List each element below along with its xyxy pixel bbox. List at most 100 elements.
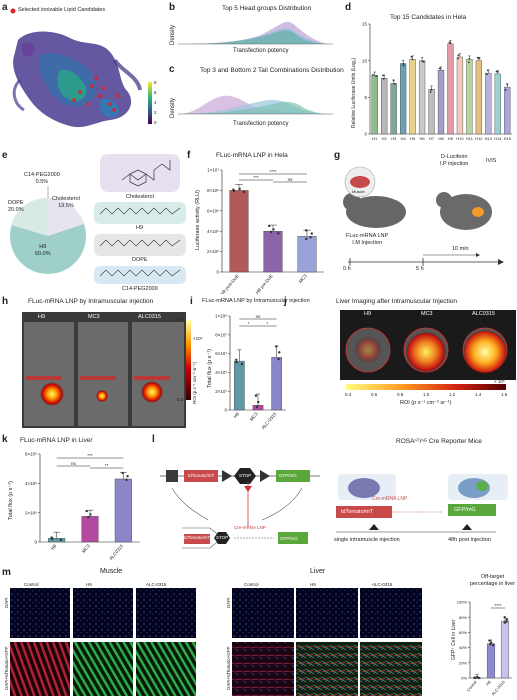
data-point: [476, 675, 479, 679]
panel-m-muscle-title: Muscle: [100, 568, 123, 575]
data-point: [51, 537, 54, 541]
panel-e-structures: [94, 154, 186, 284]
y-tick-label: 1×10⁷: [207, 168, 219, 173]
data-point: [89, 513, 92, 516]
bar: [456, 56, 464, 135]
timeline-t5: 5 h: [416, 266, 424, 272]
panel-i-chart: 0 2×10⁷ 4×10⁷ 6×10⁷ 8×10⁷ 1×10⁸ H9 MC3 ALC-0315 *…: [215, 314, 286, 430]
panel-h-col-alc0315: ALC0315: [138, 314, 161, 320]
bar: [399, 63, 407, 135]
data-point: [448, 41, 451, 44]
data-point: [277, 232, 280, 235]
tsne-colorbar: [148, 82, 152, 124]
data-point: [505, 618, 509, 621]
y-tick-label: 60%: [459, 630, 467, 635]
panel-j-images: [340, 310, 516, 380]
panel-a: [10, 8, 152, 128]
bar: [466, 59, 473, 135]
y-tick-label: 0: [34, 540, 37, 545]
structure-label-h9: H9: [136, 225, 144, 231]
panel-g-diagram: [343, 166, 504, 266]
bar: [504, 86, 511, 135]
muscle-dapi-row: [10, 588, 196, 638]
data-point: [411, 58, 414, 61]
panel-j-cb-tick: 0.8: [397, 392, 404, 397]
sig-label: ****: [269, 169, 276, 174]
liver-dapi-row: [232, 588, 422, 638]
data-point: [242, 190, 245, 194]
tdtomato-gene: [184, 470, 218, 482]
data-point: [402, 63, 405, 65]
sig-label: ***: [87, 453, 93, 458]
panel-j-cb-tick: 1.4: [475, 392, 482, 397]
x-tick-label: H8: [438, 136, 444, 141]
data-point: [429, 91, 432, 93]
bar: [48, 538, 66, 543]
panel-m-col-label: Control: [244, 582, 259, 587]
ivis-image-mc3: [78, 322, 128, 426]
muscle-row-dapi: DAPI: [4, 597, 9, 608]
y-tick-label: 4×10⁶: [207, 229, 219, 234]
y-tick-label: 20%: [459, 660, 467, 665]
panel-h-title: FLuc-mRNA LNP by Intramuscular injection: [28, 298, 154, 305]
mouse-reporter-icon: [338, 474, 508, 500]
panel-j-cb-tick: 1.6: [501, 392, 508, 397]
signal-mc3: [96, 390, 108, 402]
tsne-cloud: [12, 31, 142, 128]
sig-label: ns: [256, 314, 262, 319]
bar: [263, 230, 283, 273]
pie-slice-cholesterol: [48, 198, 84, 236]
x-tick-label: H9: [50, 543, 58, 551]
bar: [271, 357, 282, 411]
gfp-box: [448, 504, 496, 516]
data-point: [310, 232, 313, 235]
data-point: [430, 88, 433, 91]
pie-label-h9: H9 60.0%: [35, 244, 51, 257]
data-point: [305, 237, 308, 241]
data-point: [309, 236, 312, 239]
x-tick-label: MC3: [298, 273, 308, 284]
y-tick-label: 2×10⁷: [215, 389, 227, 394]
panel-label-d: d: [345, 2, 352, 13]
pie-label-cholesterol: Cholesterol 19.5%: [52, 196, 80, 209]
panel-label-a: a: [2, 2, 8, 13]
colorbar-tick: 4: [154, 100, 157, 105]
x-tick-label: H12: [475, 136, 483, 141]
h9-structure-box: [94, 202, 186, 224]
bar: [447, 43, 454, 135]
bar: [234, 360, 245, 411]
panel-h-cb-max: 9.0: [177, 317, 184, 322]
data-point: [422, 60, 425, 63]
data-point: [505, 620, 508, 623]
panel-j-cb-tick: 1.0: [423, 392, 430, 397]
data-point: [85, 509, 88, 513]
data-point: [478, 57, 481, 60]
x-tick-label: H4: [401, 136, 407, 141]
structure-label-peg: C14-PEG2000: [122, 286, 158, 292]
data-point: [121, 471, 124, 475]
selected-lipid-marker: [98, 94, 102, 98]
panel-m-images: [10, 588, 422, 696]
data-point: [257, 400, 260, 404]
timeline-interval: 10 min: [452, 246, 469, 252]
panel-k-title: FLuc-mRNA LNP in Liver: [20, 437, 93, 444]
data-point: [473, 676, 477, 680]
data-point: [503, 621, 506, 624]
panel-label-e: e: [2, 150, 8, 161]
structure-label-cholesterol: Cholesterol: [126, 194, 154, 200]
data-point: [372, 74, 374, 76]
y-tick-label: 6×10⁷: [215, 351, 227, 356]
data-point: [489, 641, 493, 644]
bar: [114, 478, 132, 543]
selected-lipid-marker: [108, 102, 112, 106]
mouse-gfp-label: GFP/mG: [454, 507, 476, 513]
y-tick-label: 4×10⁷: [215, 370, 227, 375]
panel-h-col-mc3: MC3: [88, 314, 100, 320]
construct-gfp-label-2: GFP/mG: [280, 536, 298, 541]
panel-b-ylabel: Density: [170, 24, 176, 45]
reporter-construct: [160, 468, 320, 484]
data-point: [468, 61, 470, 64]
step2-label: 48h post injection: [448, 537, 491, 543]
selected-lipid-marker: [116, 94, 120, 98]
y-tick-label: 4×10⁶: [25, 481, 37, 486]
